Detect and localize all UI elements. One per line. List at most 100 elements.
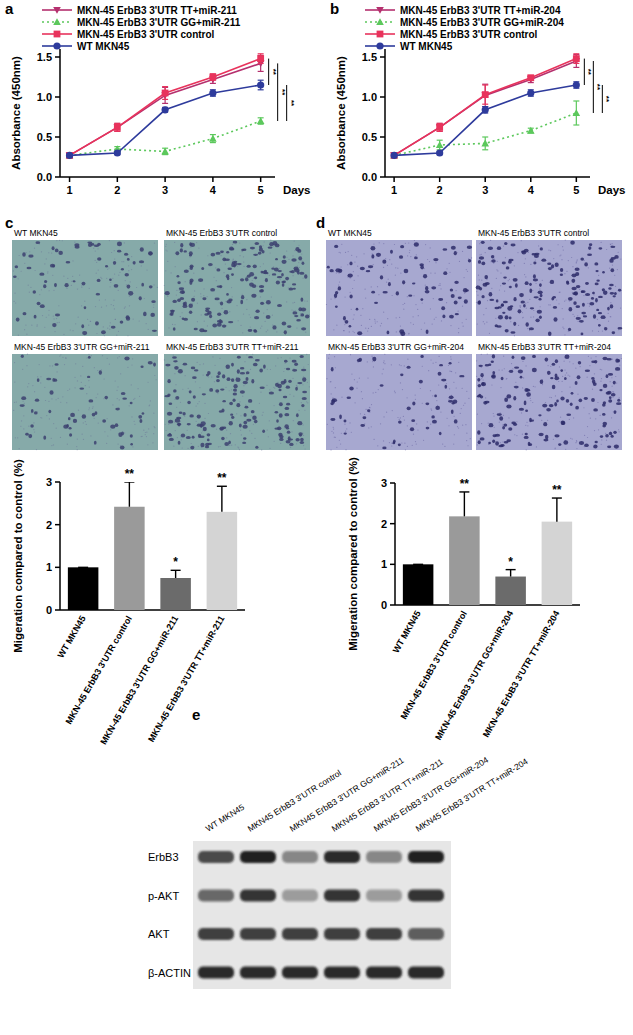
legend-label: MKN-45 ErbB3 3'UTR TT+miR-211: [77, 5, 237, 16]
cell: [572, 292, 577, 295]
error-bar: [210, 74, 216, 80]
pore: [14, 402, 15, 403]
pore: [271, 296, 272, 297]
cell: [476, 286, 481, 290]
cell: [248, 399, 252, 403]
pore: [148, 405, 149, 406]
cell: [595, 298, 598, 302]
cell: [207, 433, 211, 436]
data-point: [66, 152, 74, 159]
pore: [56, 371, 57, 372]
pore: [77, 438, 78, 439]
pore: [566, 271, 567, 272]
error-cap: [482, 136, 488, 137]
pore: [107, 358, 108, 359]
error-cap: [437, 123, 443, 124]
cell: [478, 300, 481, 304]
pore: [203, 363, 204, 364]
pore: [232, 244, 233, 245]
pore: [242, 332, 243, 333]
cell: [598, 324, 601, 327]
cell: [222, 324, 226, 327]
pore: [275, 365, 276, 366]
cell: [205, 446, 209, 449]
pore: [156, 379, 157, 380]
cell: [172, 356, 177, 359]
pore: [101, 307, 102, 308]
pore: [478, 275, 479, 276]
cell: [387, 331, 390, 335]
pore: [292, 302, 293, 303]
cell: [538, 290, 543, 294]
cell: [534, 254, 539, 258]
cell: [175, 251, 179, 255]
cell: [573, 301, 576, 305]
cell: [464, 299, 468, 303]
cell: [217, 312, 221, 316]
pore: [185, 375, 186, 376]
pore: [379, 242, 380, 243]
pore: [535, 259, 536, 260]
pore: [240, 430, 241, 431]
pore: [136, 287, 137, 288]
cell: [420, 265, 424, 269]
error-bar: [573, 101, 579, 125]
cell: [382, 260, 386, 264]
cell: [30, 424, 34, 428]
pore: [165, 246, 166, 247]
cell: [40, 304, 45, 308]
pore: [95, 250, 96, 251]
pore: [200, 296, 201, 297]
pore: [500, 285, 501, 286]
cell: [69, 427, 72, 429]
error-stem: [556, 498, 557, 522]
cell: [262, 250, 265, 254]
pore: [157, 287, 158, 288]
pore: [353, 271, 354, 272]
cell: [297, 421, 302, 425]
pore: [62, 240, 63, 241]
pore: [29, 292, 30, 293]
pore: [535, 283, 536, 284]
data-point: [257, 55, 264, 62]
cell: [540, 247, 543, 250]
pore: [592, 330, 593, 331]
pore: [361, 325, 362, 326]
cell: [404, 269, 409, 273]
cell: [585, 282, 589, 285]
pore: [24, 263, 25, 264]
pore: [421, 329, 422, 330]
pore: [243, 385, 244, 386]
error-cap: [78, 567, 88, 568]
bar: [542, 522, 573, 605]
pore: [147, 444, 148, 445]
pore: [113, 305, 114, 306]
pore: [204, 321, 205, 322]
pore: [181, 312, 182, 313]
pore: [23, 428, 24, 429]
error-cap: [217, 486, 227, 487]
cell: [233, 393, 237, 396]
pore: [560, 254, 561, 255]
cell: [139, 296, 142, 300]
pore: [464, 293, 465, 294]
pore: [387, 265, 388, 266]
cell: [277, 426, 281, 430]
pore: [182, 389, 183, 390]
pore: [466, 269, 467, 270]
cell: [199, 435, 204, 438]
cell: [478, 260, 481, 264]
cell: [502, 312, 505, 314]
pore: [330, 298, 331, 299]
pore: [36, 449, 37, 450]
pore: [263, 245, 264, 246]
cell: [277, 276, 282, 278]
pore: [561, 259, 562, 260]
pore: [185, 281, 186, 282]
cell: [58, 251, 62, 255]
cell: [300, 355, 304, 358]
cell: [571, 287, 576, 291]
cell: [165, 364, 170, 367]
pore: [19, 448, 20, 449]
cell: [539, 315, 542, 318]
